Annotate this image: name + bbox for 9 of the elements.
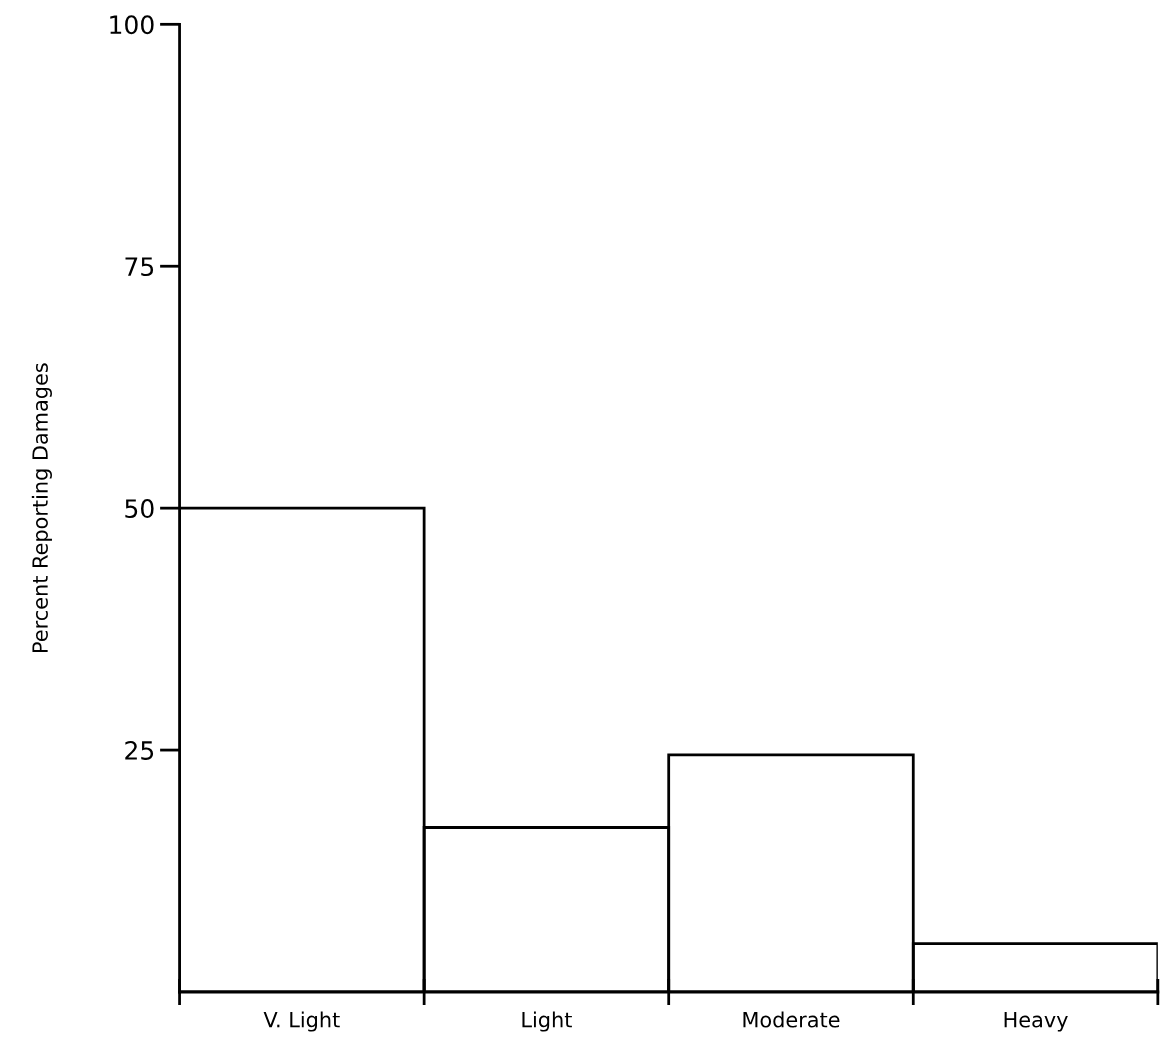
x-tick-label: V. Light (263, 1011, 340, 1032)
y-tick-label: 100 (110, 15, 154, 35)
x-tick-label: Moderate (743, 1011, 840, 1028)
x-tick-label: Light (522, 1011, 572, 1032)
y-tick-label: 75 (125, 257, 154, 277)
x-tick-label: Heavy (1004, 1012, 1068, 1032)
y-tick-label: 50 (125, 499, 154, 519)
y-tick-label: 25 (125, 741, 154, 760)
y-axis-title: Percent Reporting Damages (31, 363, 52, 652)
